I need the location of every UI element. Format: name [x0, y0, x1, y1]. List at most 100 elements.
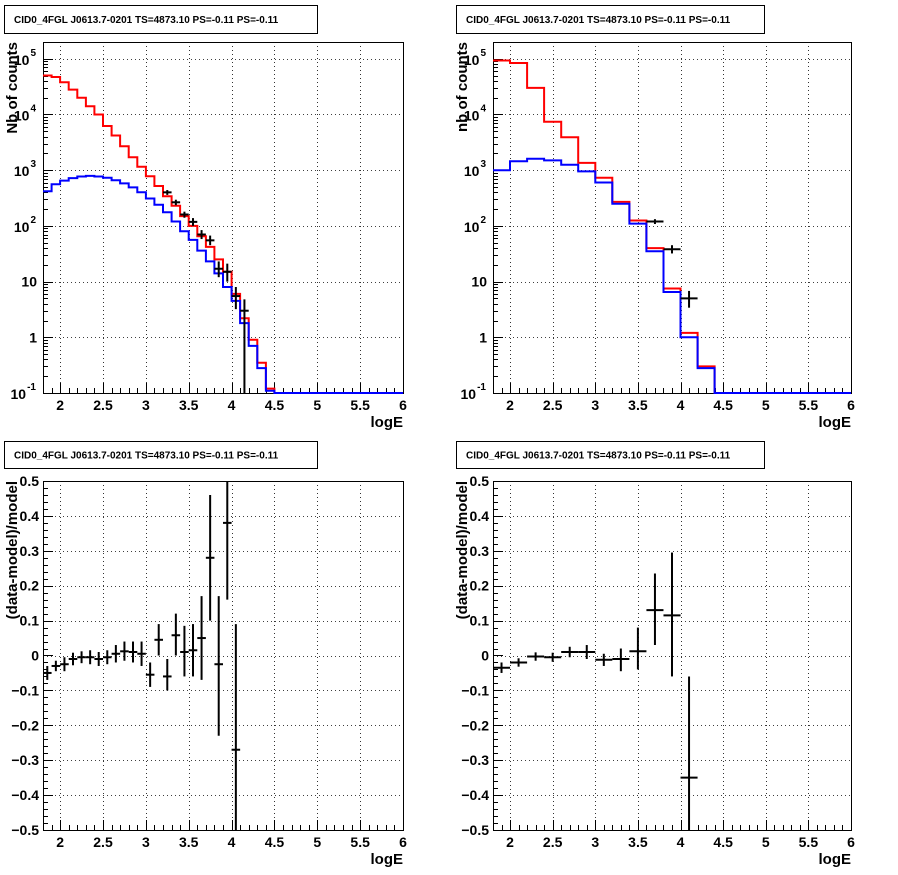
y-tick-label: −0.3	[461, 752, 489, 768]
data-point	[544, 652, 562, 662]
x-tick-label: 3	[591, 397, 599, 413]
x-axis-title: logE	[819, 851, 852, 868]
x-tick-label: 4.5	[265, 397, 285, 413]
x-tick-label: 4	[677, 834, 685, 850]
y-tick-exponent: 2	[30, 215, 36, 226]
x-tick-label: 5.5	[799, 834, 819, 850]
y-tick-label: 10	[464, 163, 480, 179]
x-tick-label: 4	[228, 397, 236, 413]
data-point	[578, 645, 596, 659]
x-tick-label: 5.5	[350, 834, 370, 850]
x-tick-label: 6	[847, 834, 855, 850]
y-tick-label: 10	[21, 274, 37, 290]
y-tick-label: −0.1	[461, 682, 489, 698]
data-point	[154, 624, 163, 656]
y-tick-label: 0.2	[20, 578, 40, 594]
chart-panel-3: CID0_4FGL J0613.7-0201 TS=4873.10 PS=-0.…	[4, 441, 407, 868]
x-tick-label: 5.5	[799, 397, 819, 413]
y-tick-exponent: 4	[30, 103, 36, 114]
y-tick-label: −0.5	[461, 822, 489, 838]
data-point	[231, 624, 241, 830]
x-tick-label: 5	[313, 397, 321, 413]
x-tick-label: 3	[142, 834, 150, 850]
x-axis-title: logE	[371, 414, 404, 431]
y-tick-label: 10	[11, 386, 27, 402]
data-point	[128, 641, 138, 663]
y-tick-label: 10	[461, 386, 477, 402]
y-tick-label: 10	[464, 52, 480, 68]
data-point	[205, 235, 215, 246]
data-point	[629, 627, 647, 670]
y-tick-label: 10	[14, 219, 30, 235]
data-point	[197, 596, 206, 680]
data-point	[163, 190, 172, 195]
data-point	[111, 645, 121, 663]
chart-title: CID0_4FGL J0613.7-0201 TS=4873.10 PS=-0.…	[466, 451, 731, 462]
plot-frame	[43, 481, 404, 831]
data-point	[77, 651, 86, 664]
chart-title-box	[456, 5, 765, 34]
data-point	[214, 261, 223, 278]
data-point	[180, 625, 189, 677]
data-point	[223, 263, 232, 282]
y-tick-label: 0.5	[470, 473, 490, 489]
y-tick-label: 10	[14, 163, 30, 179]
data-point	[231, 286, 241, 310]
x-tick-label: 2	[506, 834, 514, 850]
plot-frame	[493, 42, 852, 394]
plot-frame	[43, 42, 404, 394]
y-tick-label: 0.3	[470, 543, 490, 559]
x-tick-label: 6	[847, 397, 855, 413]
y-tick-label: −0.4	[461, 787, 489, 803]
data-point	[646, 219, 664, 225]
data-point	[120, 641, 129, 661]
y-tick-exponent: 5	[30, 48, 36, 59]
y-tick-label: 10	[14, 107, 30, 123]
y-tick-exponent: 3	[30, 159, 36, 170]
chart-panel-4: CID0_4FGL J0613.7-0201 TS=4873.10 PS=-0.…	[454, 441, 855, 868]
data-point	[188, 218, 198, 226]
data-point	[171, 199, 181, 206]
y-tick-label: 0.1	[20, 613, 40, 629]
series-line-blue	[43, 174, 403, 394]
y-tick-label: 0	[31, 648, 39, 664]
data-point	[663, 245, 681, 254]
x-tick-label: 5	[762, 834, 770, 850]
y-tick-label: 1	[479, 329, 487, 345]
x-tick-label: 3.5	[628, 834, 648, 850]
data-point	[527, 652, 545, 661]
x-tick-label: 3	[142, 397, 150, 413]
y-tick-label: 0.5	[20, 473, 40, 489]
y-tick-label: 10	[464, 219, 480, 235]
x-tick-label: 5	[762, 397, 770, 413]
y-tick-exponent: -1	[477, 382, 486, 393]
data-point	[214, 596, 223, 736]
x-tick-label: 4.5	[713, 834, 733, 850]
x-axis-title: logE	[371, 851, 404, 868]
y-tick-label: 10	[471, 274, 487, 290]
data-point	[51, 660, 61, 672]
y-tick-label: 0.4	[20, 508, 40, 524]
y-tick-label: −0.4	[11, 787, 39, 803]
chart-title-box	[4, 5, 318, 34]
chart-panel-1: CID0_4FGL J0613.7-0201 TS=4873.10 PS=-0.…	[4, 5, 407, 431]
data-point	[680, 290, 698, 308]
y-tick-label: −0.2	[11, 717, 39, 733]
x-tick-label: 2.5	[93, 834, 113, 850]
x-tick-label: 6	[399, 834, 407, 850]
data-point	[85, 650, 95, 665]
y-tick-label: 0.4	[470, 508, 490, 524]
data-point	[493, 662, 511, 673]
y-axis-title: Nb of counts	[4, 42, 21, 134]
y-tick-exponent: 3	[480, 159, 486, 170]
data-point	[561, 646, 579, 658]
data-point	[680, 676, 698, 830]
data-point	[43, 665, 52, 680]
data-point	[205, 494, 215, 621]
y-tick-label: 1	[29, 329, 37, 345]
data-point	[60, 657, 69, 672]
y-tick-label: −0.3	[11, 752, 39, 768]
y-tick-label: 0.3	[20, 543, 40, 559]
y-tick-label: −0.1	[11, 682, 39, 698]
y-tick-label: −0.2	[461, 717, 489, 733]
